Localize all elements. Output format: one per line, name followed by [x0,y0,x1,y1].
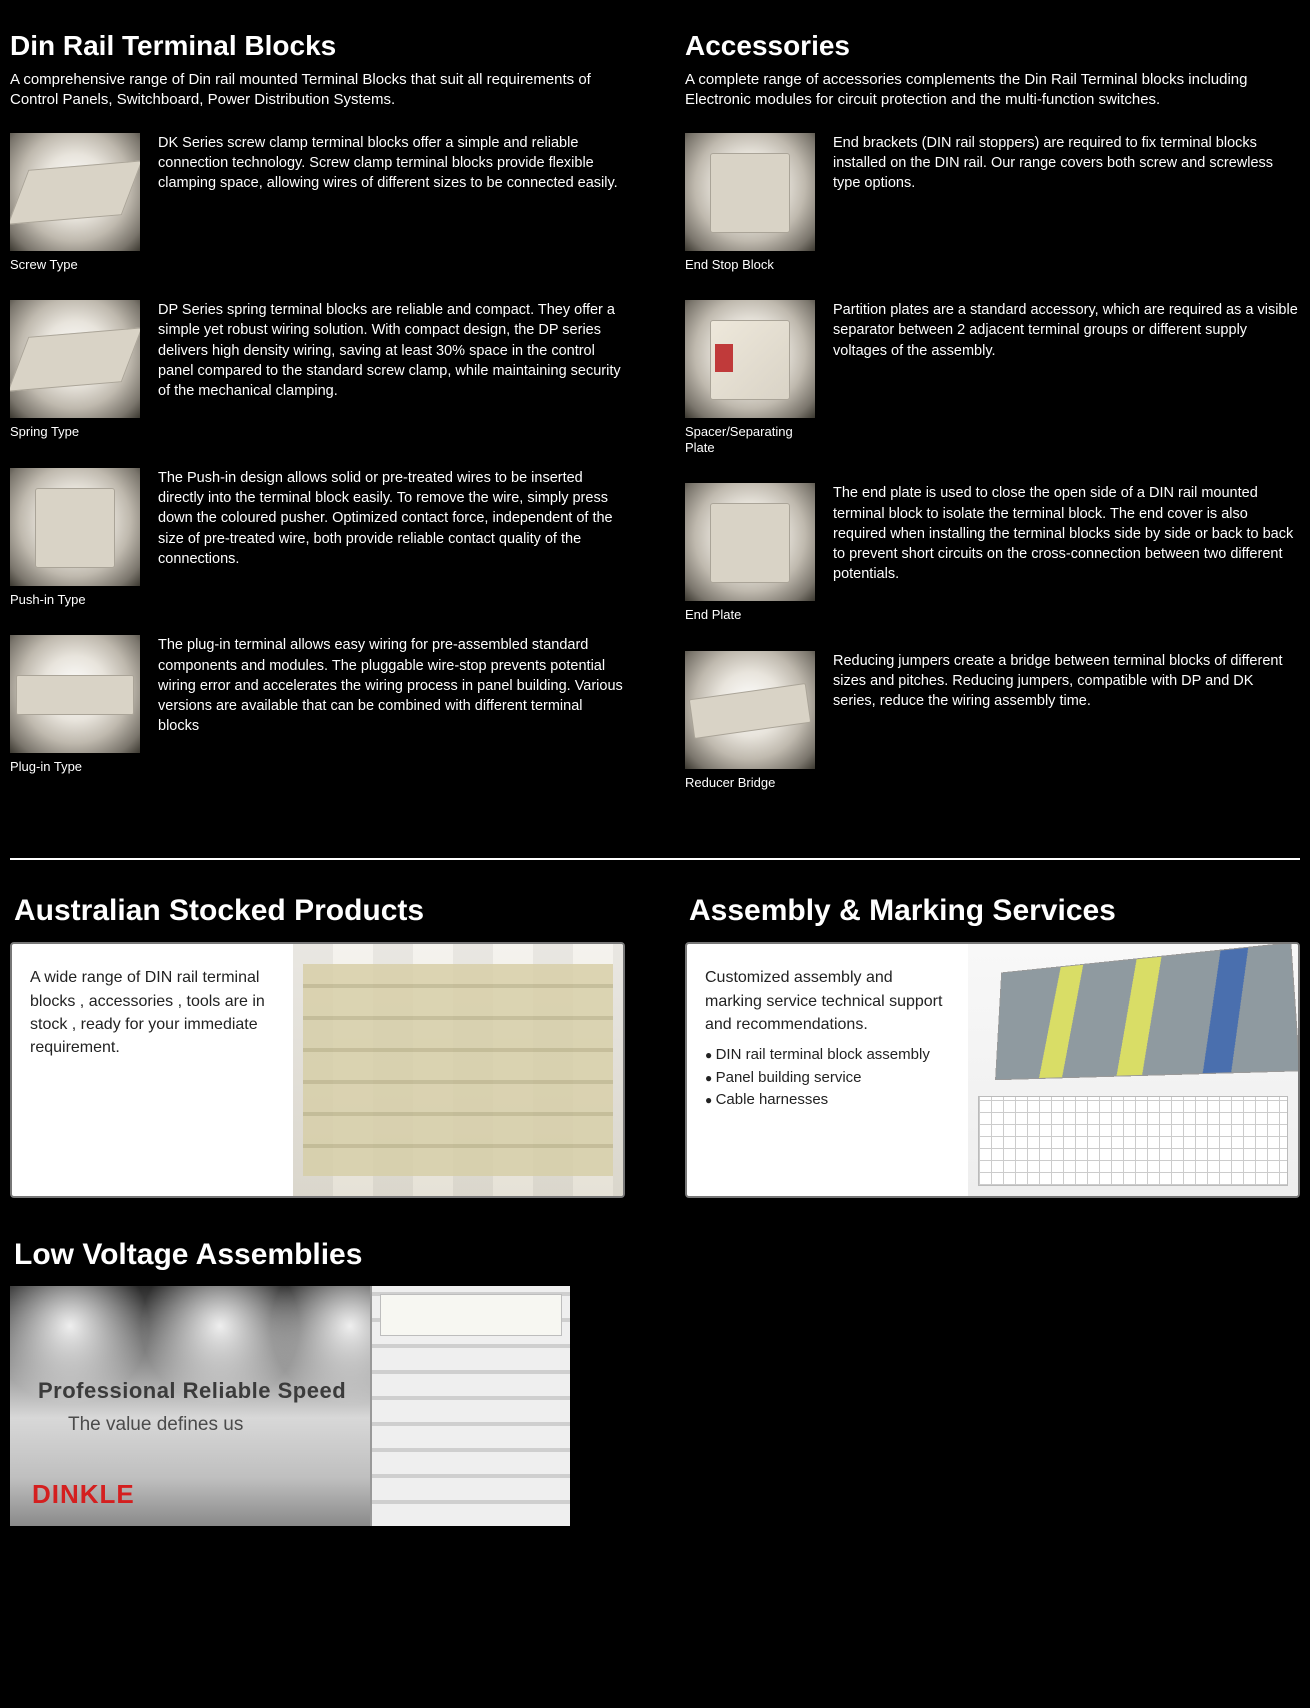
product-thumb [10,300,140,418]
product-thumb [10,133,140,251]
product-caption: End Plate [685,607,815,623]
product-row: Spacer/Separating Plate Partition plates… [685,300,1300,455]
product-desc: The plug-in terminal allows easy wiring … [158,635,625,736]
product-desc: DP Series spring terminal blocks are rel… [158,300,625,401]
banner-line2: The value defines us [68,1414,243,1436]
assembly-bullet: Cable harnesses [705,1089,950,1112]
product-row: End Stop Block End brackets (DIN rail st… [685,133,1300,273]
product-row: Plug-in Type The plug-in terminal allows… [10,635,625,775]
product-row: Spring Type DP Series spring terminal bl… [10,300,625,440]
product-caption: Reducer Bridge [685,775,815,791]
product-row: Reducer Bridge Reducing jumpers create a… [685,651,1300,791]
banner-line1: Professional Reliable Speed [38,1378,346,1404]
product-row: End Plate The end plate is used to close… [685,483,1300,623]
product-row: Screw Type DK Series screw clamp termina… [10,133,625,273]
product-thumb [10,635,140,753]
assembly-panel: Customized assembly and marking service … [685,942,1300,1198]
assembly-title: Assembly & Marking Services [689,894,1300,928]
product-desc: End brackets (DIN rail stoppers) are req… [833,133,1300,194]
product-caption: Plug-in Type [10,759,140,775]
warehouse-image [293,944,623,1196]
product-thumb [10,468,140,586]
product-desc: The Push-in design allows solid or pre-t… [158,468,625,569]
product-desc: Partition plates are a standard accessor… [833,300,1300,361]
product-thumb [685,300,815,418]
product-desc: The end plate is used to close the open … [833,483,1300,584]
product-thumb [685,483,815,601]
banner-logo: DINKLE [32,1479,135,1510]
product-caption: Push-in Type [10,592,140,608]
right-title: Accessories [685,30,1300,62]
left-desc: A comprehensive range of Din rail mounte… [10,70,625,111]
lv-banner: Professional Reliable Speed The value de… [10,1286,570,1526]
cad-image [968,944,1298,1196]
product-caption: End Stop Block [685,257,815,273]
product-desc: Reducing jumpers create a bridge between… [833,651,1300,712]
stocked-title: Australian Stocked Products [14,894,625,928]
lv-title: Low Voltage Assemblies [14,1238,1300,1272]
product-caption: Spring Type [10,424,140,440]
product-row: Push-in Type The Push-in design allows s… [10,468,625,608]
product-caption: Screw Type [10,257,140,273]
stocked-panel: A wide range of DIN rail terminal blocks… [10,942,625,1198]
product-thumb [685,133,815,251]
stocked-panel-text: A wide range of DIN rail terminal blocks… [12,944,293,1196]
assembly-panel-intro: Customized assembly and marking service … [705,966,950,1036]
left-title: Din Rail Terminal Blocks [10,30,625,62]
divider [10,858,1300,860]
product-caption: Spacer/Separating Plate [685,424,815,455]
product-desc: DK Series screw clamp terminal blocks of… [158,133,625,194]
assembly-bullet: DIN rail terminal block assembly [705,1044,950,1067]
product-thumb [685,651,815,769]
assembly-bullet: Panel building service [705,1067,950,1090]
right-desc: A complete range of accessories compleme… [685,70,1300,111]
